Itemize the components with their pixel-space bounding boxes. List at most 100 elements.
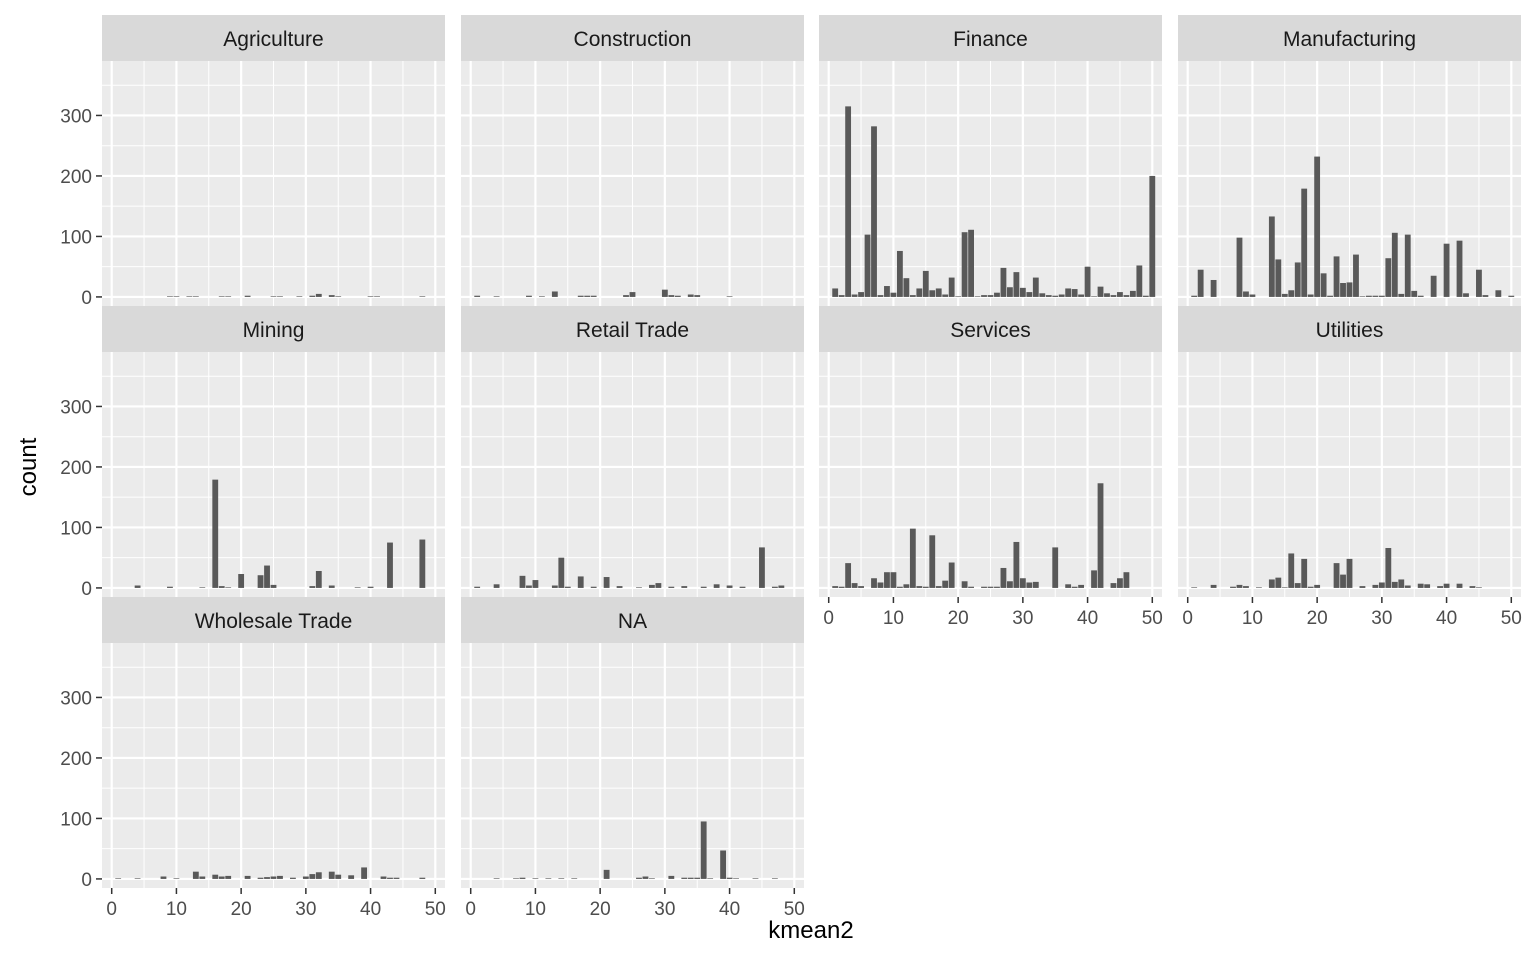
histogram-bar: [616, 586, 623, 588]
histogram-bar: [851, 294, 858, 297]
histogram-bar: [277, 296, 283, 297]
histogram-bar: [1385, 548, 1392, 588]
histogram-bar: [173, 878, 180, 879]
histogram-bar: [192, 871, 199, 879]
histogram-bar: [1301, 558, 1308, 588]
histogram-bar: [328, 295, 335, 297]
x-tick-label: 20: [590, 899, 611, 920]
histogram-bar: [1142, 295, 1149, 297]
histogram-bar: [309, 586, 316, 588]
histogram-bar: [1084, 266, 1091, 297]
histogram-bar: [896, 586, 903, 588]
histogram-bar: [1417, 295, 1424, 297]
x-tick-label: 0: [465, 899, 476, 920]
histogram-bar: [1019, 287, 1026, 297]
histogram-bar: [1243, 291, 1249, 297]
histogram-bar: [199, 587, 206, 588]
histogram-bar: [987, 295, 994, 297]
histogram-bar: [909, 528, 916, 588]
histogram-bar: [903, 278, 910, 297]
histogram-bar: [1340, 283, 1346, 297]
histogram-bar: [752, 878, 759, 879]
histogram-bar: [1469, 586, 1476, 588]
histogram-bar: [328, 585, 335, 588]
histogram-bar: [387, 877, 393, 879]
histogram-bar: [1039, 293, 1046, 297]
histogram-bar: [707, 878, 714, 879]
histogram-bar: [551, 291, 558, 297]
histogram-bar: [871, 126, 877, 297]
histogram-bar: [778, 585, 785, 588]
histogram-bar: [167, 296, 173, 297]
histogram-bar: [1058, 294, 1065, 297]
histogram-bar: [328, 871, 335, 879]
histogram-bar: [981, 295, 987, 297]
histogram-bar: [994, 586, 1000, 588]
histogram-bar: [532, 878, 539, 879]
histogram-bar: [1417, 583, 1424, 588]
histogram-bar: [1032, 581, 1039, 588]
histogram-bar: [903, 584, 910, 588]
x-tick-label: 0: [106, 899, 117, 920]
histogram-bar: [1378, 582, 1385, 588]
histogram-bar: [1129, 290, 1136, 297]
histogram-bar: [1391, 232, 1398, 297]
x-tick-label: 10: [1242, 608, 1263, 629]
histogram-bar: [218, 296, 225, 297]
histogram-bar: [1019, 578, 1026, 588]
histogram-bar: [909, 295, 916, 297]
histogram-bar: [270, 876, 277, 879]
histogram-bar: [1197, 269, 1204, 297]
histogram-bar: [1071, 586, 1078, 588]
histogram-bar: [1191, 295, 1198, 297]
histogram-bar: [1136, 265, 1143, 297]
histogram-bar: [1372, 584, 1379, 588]
histogram-bar: [493, 878, 500, 879]
histogram-bar: [1243, 586, 1249, 588]
histogram-bar: [315, 293, 322, 297]
histogram-bar: [577, 295, 584, 297]
histogram-bar: [1091, 296, 1097, 297]
facet-strip-label: Services: [950, 319, 1031, 342]
histogram-bar: [225, 296, 232, 297]
histogram-bar: [916, 586, 923, 588]
histogram-bar: [713, 584, 720, 588]
histogram-bar: [858, 292, 864, 297]
histogram-bar: [851, 583, 858, 588]
y-tick-label: 100: [60, 227, 92, 248]
histogram-bar: [335, 874, 342, 879]
facet-strip-label: Manufacturing: [1283, 28, 1416, 51]
histogram-bar: [890, 572, 897, 588]
x-tick-label: 40: [360, 899, 381, 920]
histogram-bar: [1117, 292, 1123, 297]
histogram-bar: [1032, 277, 1039, 297]
histogram-bar: [668, 586, 675, 588]
histogram-bar: [1372, 295, 1379, 297]
histogram-bar: [296, 296, 303, 297]
histogram-bar: [309, 874, 316, 879]
x-tick-label: 30: [1012, 608, 1033, 629]
histogram-bar: [1007, 287, 1013, 297]
histogram-bar: [354, 587, 361, 588]
histogram-bar: [1065, 288, 1072, 297]
histogram-bar: [1104, 293, 1110, 297]
histogram-bar: [532, 580, 539, 588]
histogram-bar: [1210, 584, 1217, 588]
histogram-bar: [474, 586, 481, 588]
histogram-bar: [987, 586, 994, 588]
histogram-bar: [838, 586, 845, 588]
histogram-bar: [1456, 240, 1463, 297]
x-tick-label: 50: [784, 899, 805, 920]
histogram-bar: [199, 876, 206, 879]
histogram-bar: [1268, 216, 1275, 297]
histogram-bar: [270, 296, 277, 297]
histogram-bar: [603, 577, 610, 588]
histogram-bar: [1340, 574, 1346, 588]
facet-strip-label: Retail Trade: [576, 319, 689, 342]
histogram-bar: [961, 232, 968, 297]
histogram-bar: [832, 586, 839, 588]
histogram-bar: [315, 570, 322, 588]
histogram-bar: [968, 229, 974, 297]
histogram-bar: [922, 586, 929, 588]
histogram-bar: [845, 106, 852, 297]
